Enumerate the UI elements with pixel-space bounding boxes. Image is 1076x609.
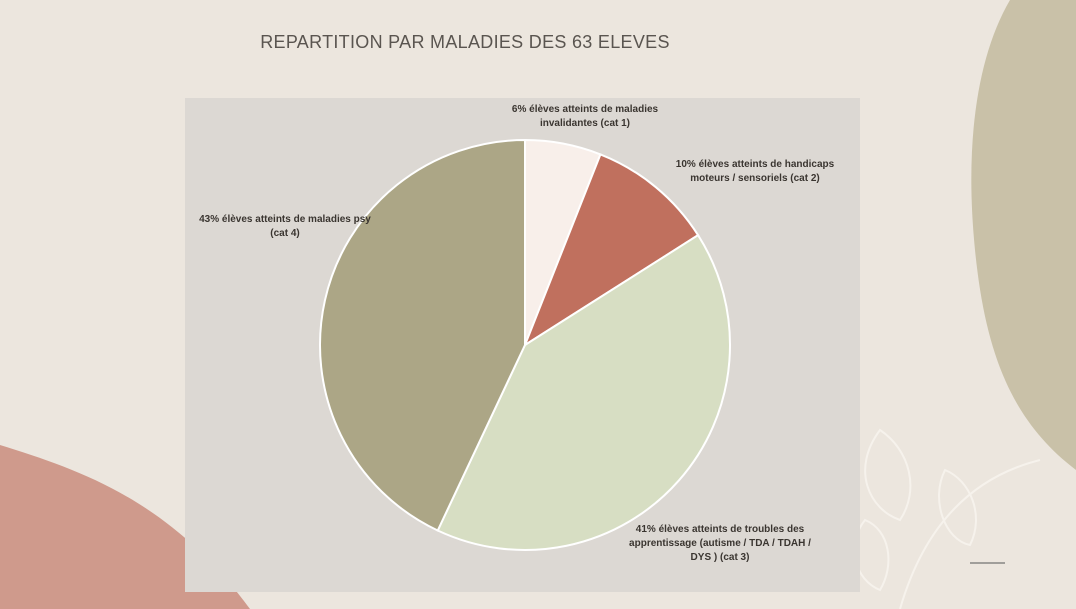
chart-title: REPARTITION PAR MALADIES DES 63 ELEVES (260, 32, 670, 52)
decor-leaves (853, 428, 1041, 609)
pie-slice (436, 233, 731, 551)
data-label: 6% élèves atteints de maladies invalidan… (511, 104, 659, 129)
decor-shape (971, 0, 1076, 470)
data-label: 43% élèves atteints de maladies psy (cat… (199, 214, 371, 239)
data-label: 10% élèves atteints de handicaps moteurs… (675, 159, 835, 184)
data-label: 41% élèves atteints de troubles des appr… (629, 524, 811, 563)
pie-slice (522, 153, 700, 348)
pie-slice (319, 138, 526, 532)
